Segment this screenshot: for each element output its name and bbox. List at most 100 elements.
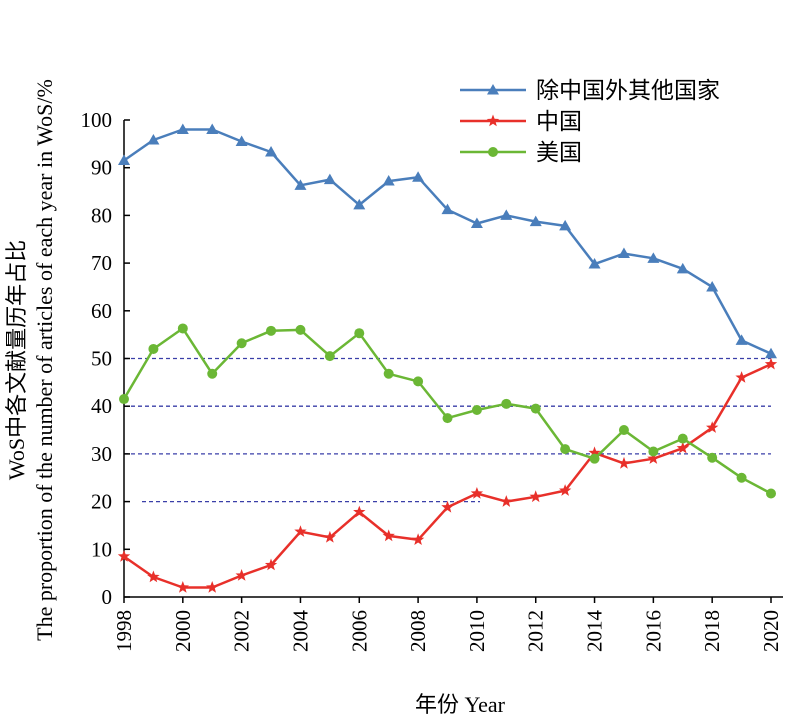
data-point bbox=[735, 334, 748, 345]
data-point bbox=[617, 456, 631, 469]
data-point bbox=[470, 487, 484, 499]
series-group bbox=[117, 357, 778, 593]
x-tick-label: 2008 bbox=[406, 610, 430, 652]
data-point bbox=[588, 446, 601, 459]
data-point bbox=[264, 558, 278, 571]
reference-lines bbox=[124, 357, 771, 503]
data-point bbox=[765, 347, 777, 359]
y-tick-label: 70 bbox=[91, 251, 112, 275]
data-point bbox=[617, 247, 630, 259]
x-tick-label: 2002 bbox=[230, 610, 254, 652]
data-point bbox=[383, 368, 394, 379]
legend-marker bbox=[486, 114, 500, 127]
data-point bbox=[706, 280, 719, 292]
data-point bbox=[382, 175, 395, 186]
data-point bbox=[589, 453, 600, 464]
data-point bbox=[647, 252, 660, 263]
data-point bbox=[529, 215, 542, 227]
series-line bbox=[123, 363, 772, 589]
data-point bbox=[618, 425, 629, 436]
series-line bbox=[122, 327, 772, 495]
y-tick-label: 90 bbox=[91, 156, 112, 180]
data-point bbox=[500, 209, 513, 220]
x-axis-title: 年份 Year bbox=[415, 692, 506, 717]
data-point bbox=[706, 421, 719, 433]
legend-label: 除中国外其他国家 bbox=[536, 78, 720, 104]
data-point bbox=[323, 173, 336, 185]
data-point bbox=[766, 488, 776, 499]
data-point bbox=[735, 371, 748, 383]
data-point bbox=[736, 472, 747, 483]
y-axis-title-english: The proportion of the number of articles… bbox=[32, 79, 57, 641]
data-point bbox=[236, 338, 247, 349]
y-axis-title-chinese: WoS中各文献量历年占比 bbox=[4, 240, 29, 480]
data-point bbox=[764, 357, 778, 370]
data-point bbox=[207, 368, 218, 379]
y-tick-label: 20 bbox=[91, 490, 112, 514]
data-point bbox=[441, 500, 454, 513]
data-point bbox=[441, 203, 454, 215]
data-point bbox=[647, 452, 660, 464]
data-point bbox=[324, 351, 335, 362]
data-point bbox=[206, 581, 219, 593]
data-point bbox=[265, 145, 278, 157]
data-point bbox=[206, 123, 219, 135]
data-point bbox=[323, 530, 336, 543]
data-point bbox=[470, 217, 483, 229]
legend-label: 中国 bbox=[536, 109, 582, 135]
data-point bbox=[559, 219, 572, 231]
x-tick-label: 2004 bbox=[288, 610, 312, 653]
data-point bbox=[382, 529, 395, 542]
x-tick-label: 1998 bbox=[112, 610, 136, 652]
data-point bbox=[235, 569, 248, 581]
data-point bbox=[353, 505, 366, 518]
y-tick-label: 0 bbox=[102, 585, 113, 609]
y-axis-ticks: 0 10 20 30 40 50 60 70 80 90 100 bbox=[81, 108, 130, 609]
y-tick-label: 30 bbox=[91, 442, 112, 466]
data-point bbox=[119, 394, 129, 405]
legend-item: 中国 bbox=[460, 109, 582, 135]
data-point bbox=[677, 433, 688, 444]
legend-marker bbox=[488, 147, 498, 157]
data-point bbox=[560, 444, 571, 455]
y-tick-label: 60 bbox=[91, 299, 112, 323]
legend-label: 美国 bbox=[536, 140, 582, 166]
data-point bbox=[353, 198, 366, 210]
data-point bbox=[176, 123, 189, 135]
data-point bbox=[676, 441, 689, 454]
y-tick-label: 50 bbox=[91, 347, 112, 371]
data-point bbox=[411, 533, 425, 545]
series-group bbox=[119, 323, 776, 499]
y-tick-label: 100 bbox=[81, 108, 113, 132]
data-point bbox=[707, 452, 718, 463]
legend-marker bbox=[487, 84, 499, 95]
data-point bbox=[354, 328, 365, 339]
data-point bbox=[147, 570, 160, 583]
data-point bbox=[442, 413, 453, 424]
data-point bbox=[412, 171, 425, 182]
series-group bbox=[118, 123, 777, 359]
x-tick-label: 2006 bbox=[347, 610, 371, 652]
data-point bbox=[147, 134, 160, 145]
series-line bbox=[123, 128, 772, 355]
data-point bbox=[530, 403, 541, 414]
data-point bbox=[295, 324, 306, 335]
y-tick-label: 80 bbox=[91, 203, 112, 227]
data-point bbox=[529, 490, 542, 503]
data-point bbox=[500, 495, 513, 507]
data-point bbox=[148, 343, 159, 354]
data-point bbox=[117, 550, 131, 562]
x-axis-ticks: 1998 2000 2002 2004 2006 2008 2010 2012 2014 2016… bbox=[112, 597, 783, 652]
data-point bbox=[235, 135, 248, 146]
data-point bbox=[413, 376, 424, 387]
data-point bbox=[176, 581, 189, 593]
x-tick-label: 2012 bbox=[524, 610, 548, 652]
legend-item: 除中国外其他国家 bbox=[460, 78, 720, 104]
series bbox=[117, 123, 778, 593]
data-point bbox=[177, 323, 188, 334]
x-tick-label: 2010 bbox=[465, 610, 489, 652]
data-point bbox=[471, 405, 482, 416]
y-tick-label: 10 bbox=[91, 537, 112, 561]
